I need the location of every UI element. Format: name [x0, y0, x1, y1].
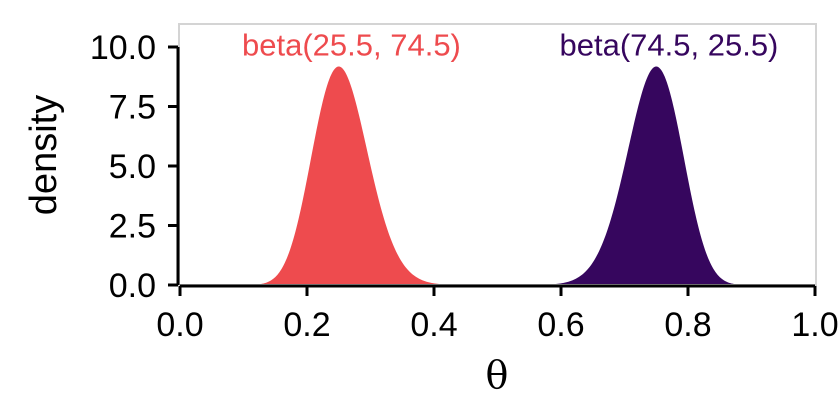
x-tick-label: 0.4 [410, 306, 457, 344]
y-tick-label: 5.0 [109, 148, 156, 186]
density-area-1 [180, 66, 815, 286]
y-tick-label: 7.5 [109, 89, 156, 127]
series-label-1: beta(25.5, 74.5) [242, 28, 461, 63]
x-axis: 0.0 0.2 0.4 0.6 0.8 1.0 [156, 284, 839, 344]
y-axis: 0.0 2.5 5.0 7.5 10.0 [90, 29, 180, 305]
y-tick-label: 2.5 [109, 208, 156, 246]
x-tick-label: 0.6 [537, 306, 584, 344]
density-areas [180, 66, 815, 286]
x-tick-label: 1.0 [791, 306, 838, 344]
y-tick-label: 0.0 [109, 267, 156, 305]
x-tick-label: 0.0 [156, 306, 203, 344]
x-tick-label: 0.2 [283, 306, 330, 344]
x-tick-label: 0.8 [664, 306, 711, 344]
density-area-2 [180, 66, 815, 286]
plot-frame [178, 23, 817, 286]
y-axis-title: density [23, 95, 65, 215]
series-label-2: beta(74.5, 25.5) [560, 28, 779, 63]
series-labels: beta(25.5, 74.5) beta(74.5, 25.5) [242, 28, 778, 63]
x-axis-title: θ [486, 353, 509, 397]
y-tick-label: 10.0 [90, 29, 156, 67]
